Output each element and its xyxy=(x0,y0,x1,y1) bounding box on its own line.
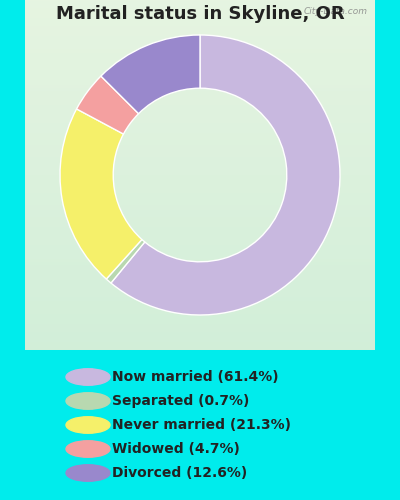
Circle shape xyxy=(66,441,110,457)
Text: Never married (21.3%): Never married (21.3%) xyxy=(112,418,291,432)
Wedge shape xyxy=(111,35,340,315)
Text: Widowed (4.7%): Widowed (4.7%) xyxy=(112,442,240,456)
Circle shape xyxy=(66,417,110,433)
Text: Divorced (12.6%): Divorced (12.6%) xyxy=(112,466,247,480)
Text: Separated (0.7%): Separated (0.7%) xyxy=(112,394,249,408)
Circle shape xyxy=(66,393,110,409)
Circle shape xyxy=(66,465,110,481)
Text: Marital status in Skyline, OR: Marital status in Skyline, OR xyxy=(56,4,344,22)
Wedge shape xyxy=(76,76,138,134)
Circle shape xyxy=(66,369,110,385)
Text: City-Data.com: City-Data.com xyxy=(304,7,368,16)
Wedge shape xyxy=(106,240,145,283)
Text: Now married (61.4%): Now married (61.4%) xyxy=(112,370,279,384)
Wedge shape xyxy=(60,109,142,279)
Wedge shape xyxy=(101,35,200,114)
